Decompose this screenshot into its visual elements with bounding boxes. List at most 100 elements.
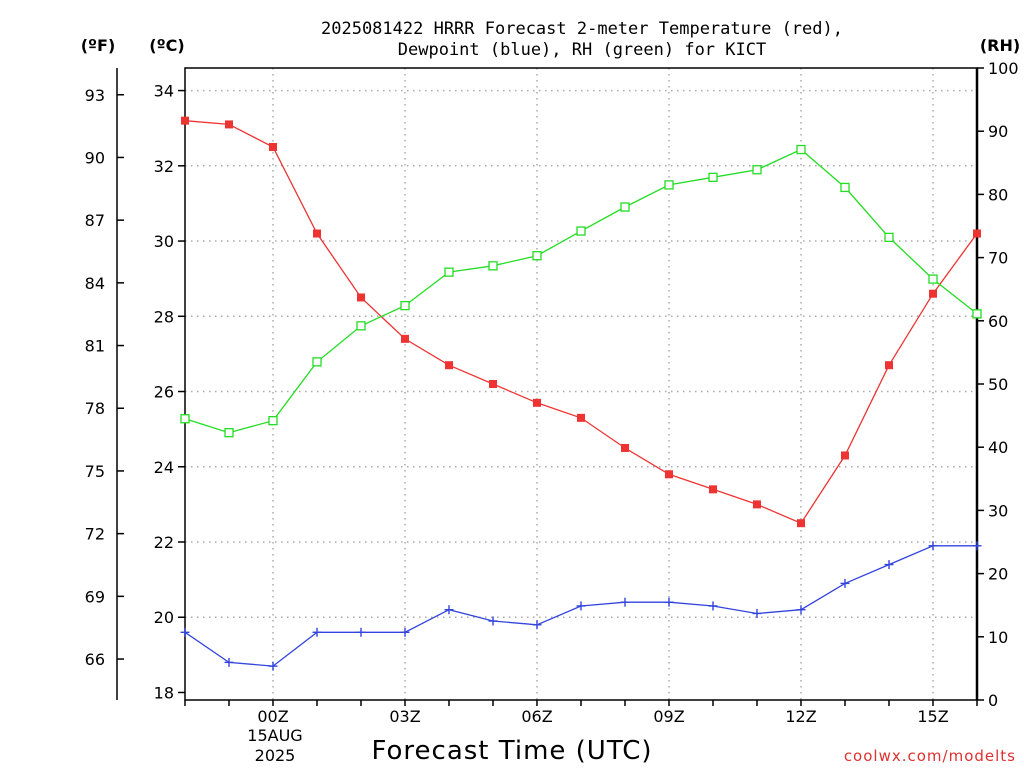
- dewpoint-point: [884, 560, 894, 570]
- x-tick-label: 09Z: [653, 707, 684, 726]
- x-tick-label: 03Z: [389, 707, 420, 726]
- rh-point: [928, 274, 938, 284]
- dewpoint-point: [928, 541, 938, 551]
- celsius-tick-label: 26: [154, 383, 174, 402]
- fahrenheit-tick-label: 84: [85, 274, 105, 293]
- temperature-point: [401, 334, 409, 343]
- fahrenheit-unit-label: (ºF): [81, 36, 116, 55]
- temperature-point: [929, 289, 937, 298]
- dewpoint-point: [752, 608, 762, 618]
- fahrenheit-tick-label: 75: [85, 462, 105, 481]
- temperature-line: [184, 120, 978, 525]
- celsius-tick-label: 20: [154, 608, 174, 627]
- fahrenheit-tick-label: 90: [85, 148, 105, 167]
- celsius-tick-label: 34: [154, 82, 174, 101]
- chart-title-line-2: Dewpoint (blue), RH (green) for KICT: [398, 40, 766, 60]
- dewpoint-point: [356, 627, 366, 637]
- rh-point: [488, 261, 498, 271]
- rh-point: [752, 165, 762, 175]
- x-tick-label: 15Z: [917, 707, 948, 726]
- dewpoint-point: [840, 578, 850, 588]
- temperature-point: [797, 519, 805, 528]
- temperature-point: [533, 398, 541, 407]
- rh-point: [708, 172, 718, 182]
- rh-tick-label: 0: [988, 691, 998, 710]
- temperature-point: [709, 485, 717, 494]
- dewpoint-point: [224, 657, 234, 667]
- x-tick-label: 00Z: [257, 707, 288, 726]
- rh-point: [620, 202, 630, 212]
- rh-tick-label: 90: [988, 122, 1008, 141]
- dewpoint-point: [796, 605, 806, 615]
- celsius-tick-label: 24: [154, 458, 174, 477]
- rh-line: [184, 148, 978, 434]
- dewpoint-point: [180, 627, 190, 637]
- temperature-point: [753, 500, 761, 509]
- celsius-unit-label: (ºC): [149, 36, 184, 55]
- dewpoint-point: [312, 627, 322, 637]
- dewpoint-point: [620, 597, 630, 607]
- dewpoint-point: [268, 661, 278, 671]
- temperature-point: [489, 380, 497, 388]
- dewpoint-point: [664, 597, 674, 607]
- rh-point: [576, 226, 586, 236]
- rh-tick-label: 50: [988, 375, 1008, 394]
- fahrenheit-tick-label: 66: [85, 650, 105, 669]
- temperature-point: [973, 229, 981, 238]
- temperature-point: [269, 143, 277, 151]
- temperature-point: [841, 451, 849, 460]
- rh-point: [180, 414, 190, 424]
- dewpoint-point: [488, 616, 498, 626]
- rh-point: [664, 180, 674, 190]
- rh-tick-label: 70: [988, 249, 1008, 268]
- rh-tick-label: 10: [988, 628, 1008, 647]
- rh-point: [884, 232, 894, 243]
- celsius-tick-label: 18: [154, 683, 174, 702]
- rh-point: [312, 357, 322, 367]
- rh-point: [532, 251, 542, 261]
- fahrenheit-tick-label: 69: [85, 587, 105, 606]
- chart-title-line-1: 2025081422 HRRR Forecast 2-meter Tempera…: [321, 19, 843, 39]
- rh-point: [840, 182, 850, 193]
- rh-point: [224, 428, 234, 438]
- rh-tick-label: 30: [988, 501, 1008, 520]
- temperature-point: [181, 116, 189, 125]
- temperature-point: [665, 470, 673, 479]
- dewpoint-point: [532, 620, 542, 630]
- data-series: [180, 116, 982, 671]
- fahrenheit-tick-label: 81: [85, 337, 105, 356]
- rh-point: [796, 144, 806, 155]
- dewpoint-point: [576, 601, 586, 611]
- temperature-point: [577, 413, 585, 422]
- axes: 18 20 22 24 26 28 30 32 34 66 69 72 75 78 81 84 87 90 93 0 1…: [85, 59, 1019, 726]
- date-label-day: 15AUG: [247, 726, 302, 745]
- fahrenheit-tick-label: 93: [85, 86, 105, 105]
- fahrenheit-tick-label: 87: [85, 211, 105, 230]
- fahrenheit-tick-label: 72: [85, 525, 105, 544]
- rh-tick-label: 60: [988, 312, 1008, 331]
- x-axis-label: Forecast Time (UTC): [371, 736, 652, 766]
- rh-unit-label: (RH): [980, 36, 1020, 55]
- celsius-tick-label: 32: [154, 157, 174, 176]
- dewpoint-point: [972, 541, 982, 551]
- grid: [185, 68, 977, 700]
- x-tick-label: 12Z: [785, 707, 816, 726]
- rh-point: [444, 267, 454, 277]
- celsius-tick-label: 30: [154, 232, 174, 251]
- temperature-point: [445, 361, 453, 370]
- x-tick-label: 06Z: [521, 707, 552, 726]
- celsius-tick-label: 22: [154, 533, 174, 552]
- temperature-point: [357, 293, 365, 302]
- dewpoint-point: [400, 627, 410, 637]
- rh-tick-label: 20: [988, 565, 1008, 584]
- date-label-year: 2025: [255, 746, 296, 765]
- celsius-tick-label: 28: [154, 307, 174, 326]
- fahrenheit-tick-label: 78: [85, 399, 105, 418]
- temperature-point: [885, 361, 893, 370]
- dewpoint-point: [444, 605, 454, 615]
- source-credit: coolwx.com/modelts: [844, 747, 1016, 765]
- rh-point: [356, 321, 366, 331]
- rh-point: [972, 309, 982, 319]
- rh-tick-label: 80: [988, 185, 1008, 204]
